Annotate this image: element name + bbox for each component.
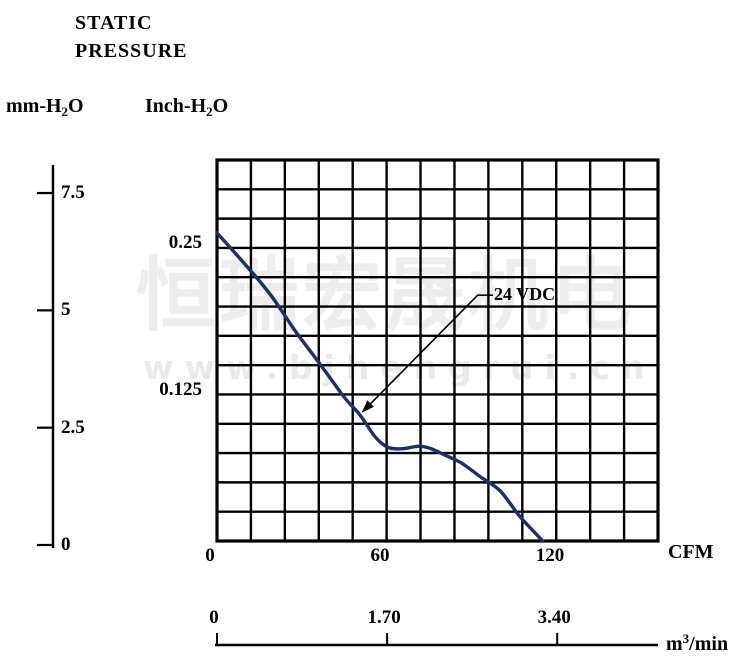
mm-tick-label: 0 [61, 534, 71, 555]
unit-inch-end: O [212, 95, 229, 117]
inch-tick-label: 0.25 [168, 232, 202, 253]
chart-title-line2: PRESSURE [75, 40, 188, 62]
x-axis-unit-cfm: CFM [668, 541, 714, 563]
unit-mm-sub: 2 [61, 104, 69, 119]
unit-mm-end: O [68, 95, 84, 117]
cfm-tick-label: 0 [205, 545, 215, 566]
mm-tick-label: 2.5 [61, 416, 85, 438]
x-axis-unit-m3min: m3/min [666, 631, 728, 656]
m3-base: m [666, 633, 683, 655]
cfm-tick-label: 120 [535, 545, 565, 566]
series-annotation-24vdc: 24 VDC [493, 284, 556, 305]
y-axis-unit-inch-h2o: Inch-H2O [145, 95, 228, 120]
unit-inch-base: Inch-H [145, 95, 207, 117]
inch-tick-label: 0.125 [159, 379, 202, 400]
m3min-tick-label: 3.40 [537, 607, 571, 628]
mm-tick-label: 7.5 [61, 182, 85, 204]
mm-tick-label: 5 [61, 299, 71, 321]
m3-sup: 3 [682, 631, 690, 646]
chart-title-line1: STATIC [75, 12, 153, 34]
m3min-tick-label: 1.70 [367, 607, 401, 628]
y-axis-unit-mm-h2o: mm-H2O [6, 95, 84, 120]
m3min-tick-label: 0 [209, 607, 219, 628]
unit-inch-sub: 2 [206, 104, 213, 119]
unit-mm-base: mm-H [6, 95, 62, 117]
cfm-tick-label: 60 [370, 545, 390, 566]
m3-end: /min [689, 633, 729, 655]
